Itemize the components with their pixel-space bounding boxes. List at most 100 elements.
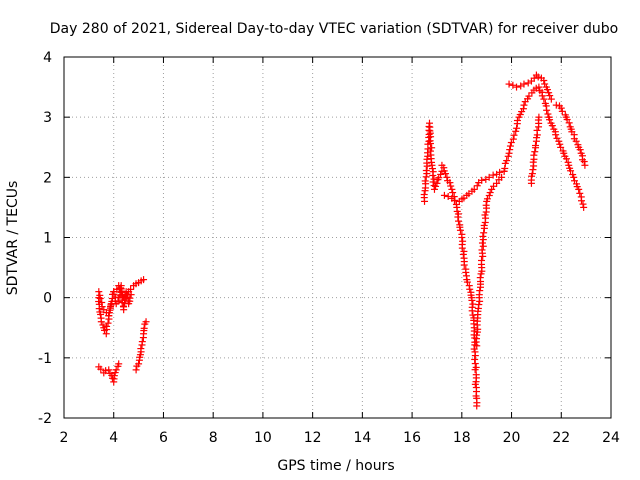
data-point (505, 80, 513, 88)
data-point (510, 131, 518, 139)
data-point (473, 182, 481, 190)
data-point (451, 197, 459, 205)
data-point (476, 287, 484, 295)
data-point (114, 297, 122, 305)
data-point (473, 402, 481, 410)
data-point (532, 142, 540, 150)
data-point (503, 157, 511, 165)
data-point (513, 117, 521, 125)
data-point (485, 173, 493, 181)
data-point (429, 178, 437, 186)
data-point (103, 322, 111, 330)
data-point (462, 268, 470, 276)
data-point (579, 200, 587, 208)
x-tick-label: 20 (503, 430, 521, 446)
data-point (476, 274, 484, 282)
data-point (120, 303, 128, 311)
data-point (104, 319, 112, 327)
data-point (112, 366, 120, 374)
data-point (480, 221, 488, 229)
data-point (97, 365, 105, 373)
data-point (544, 110, 552, 118)
data-point (121, 299, 129, 307)
y-tick-label: 1 (43, 231, 52, 247)
data-point (562, 155, 570, 163)
data-point (132, 366, 140, 374)
y-axis-label: SDTVAR / TECUs (5, 181, 21, 296)
data-point (560, 149, 568, 157)
data-point (115, 360, 123, 368)
data-point (547, 95, 555, 103)
data-point (535, 113, 543, 121)
data-point (471, 380, 479, 388)
data-point (558, 107, 566, 115)
data-point (142, 318, 150, 326)
data-point (469, 300, 477, 308)
data-point (475, 301, 483, 309)
data-point (471, 360, 479, 368)
data-point (468, 296, 476, 304)
data-point (540, 95, 548, 103)
data-point (96, 294, 104, 302)
data-point (423, 155, 431, 163)
data-point (433, 179, 441, 187)
data-point (496, 168, 504, 176)
data-point (440, 191, 448, 199)
data-point (580, 203, 588, 211)
data-point (458, 234, 466, 241)
data-point (581, 161, 589, 169)
data-point (105, 366, 113, 374)
data-point (564, 158, 572, 166)
data-point (516, 111, 524, 119)
data-point (565, 161, 573, 169)
data-point (504, 152, 512, 160)
data-point (570, 173, 578, 181)
x-tick-label: 4 (109, 430, 118, 446)
data-point (138, 338, 146, 346)
data-point (459, 250, 467, 258)
data-point (422, 167, 430, 175)
chart-title: Day 280 of 2021, Sidereal Day-to-day VTE… (50, 21, 618, 37)
data-point (102, 367, 110, 375)
data-point (95, 288, 103, 296)
x-tick-label: 2 (60, 430, 69, 446)
data-point (578, 197, 586, 205)
data-point (429, 171, 437, 179)
data-point (137, 345, 145, 353)
data-point (478, 246, 486, 254)
data-point (489, 171, 497, 179)
data-point (513, 83, 521, 91)
data-point (466, 285, 474, 293)
data-point (565, 119, 573, 127)
data-point (444, 192, 452, 200)
data-point (520, 101, 528, 109)
data-point (493, 179, 501, 187)
data-point (485, 192, 493, 200)
data-point (513, 124, 521, 132)
data-point (556, 140, 564, 148)
data-point (576, 146, 584, 154)
data-point (506, 146, 514, 154)
data-point (97, 318, 105, 326)
data-point (531, 148, 539, 156)
data-point (557, 143, 565, 151)
data-point (117, 288, 125, 296)
data-point (425, 122, 433, 130)
x-tick-label: 18 (453, 430, 471, 446)
data-point (428, 144, 436, 152)
y-tick-label: 0 (43, 291, 52, 307)
y-tick-label: -1 (38, 351, 52, 367)
data-point (506, 142, 514, 150)
data-point (420, 191, 428, 199)
data-point (572, 137, 580, 145)
data-point (437, 170, 445, 178)
data-point (555, 137, 563, 145)
data-point (575, 185, 583, 193)
data-point (449, 189, 457, 197)
x-axis-label: GPS time / hours (277, 458, 394, 474)
data-point (480, 229, 488, 237)
data-point (430, 185, 438, 193)
data-point (481, 211, 489, 219)
data-point (479, 242, 487, 250)
